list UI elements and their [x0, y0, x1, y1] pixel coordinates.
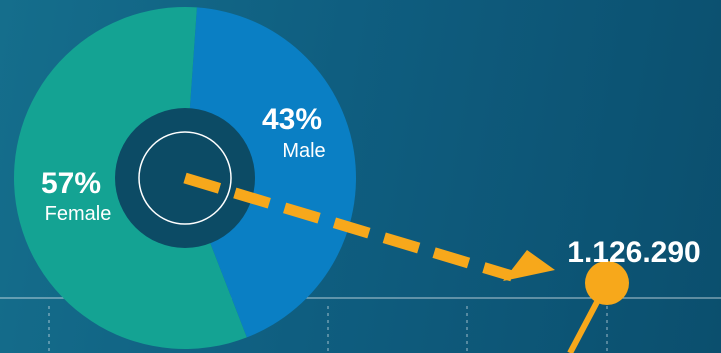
- total-count-label: 1.126.290: [567, 236, 700, 269]
- pie-slice-male: [185, 7, 356, 338]
- callout-dot-marker: [585, 261, 629, 305]
- donut-center-ring: [138, 131, 232, 225]
- female-percent-label: 57%: [41, 167, 101, 200]
- female-series-label: Female: [45, 203, 112, 225]
- arrow-head-icon: [503, 250, 555, 281]
- male-percent-label: 43%: [262, 103, 322, 136]
- dashed-arrow-line: [183, 172, 514, 282]
- male-series-label: Male: [282, 140, 325, 162]
